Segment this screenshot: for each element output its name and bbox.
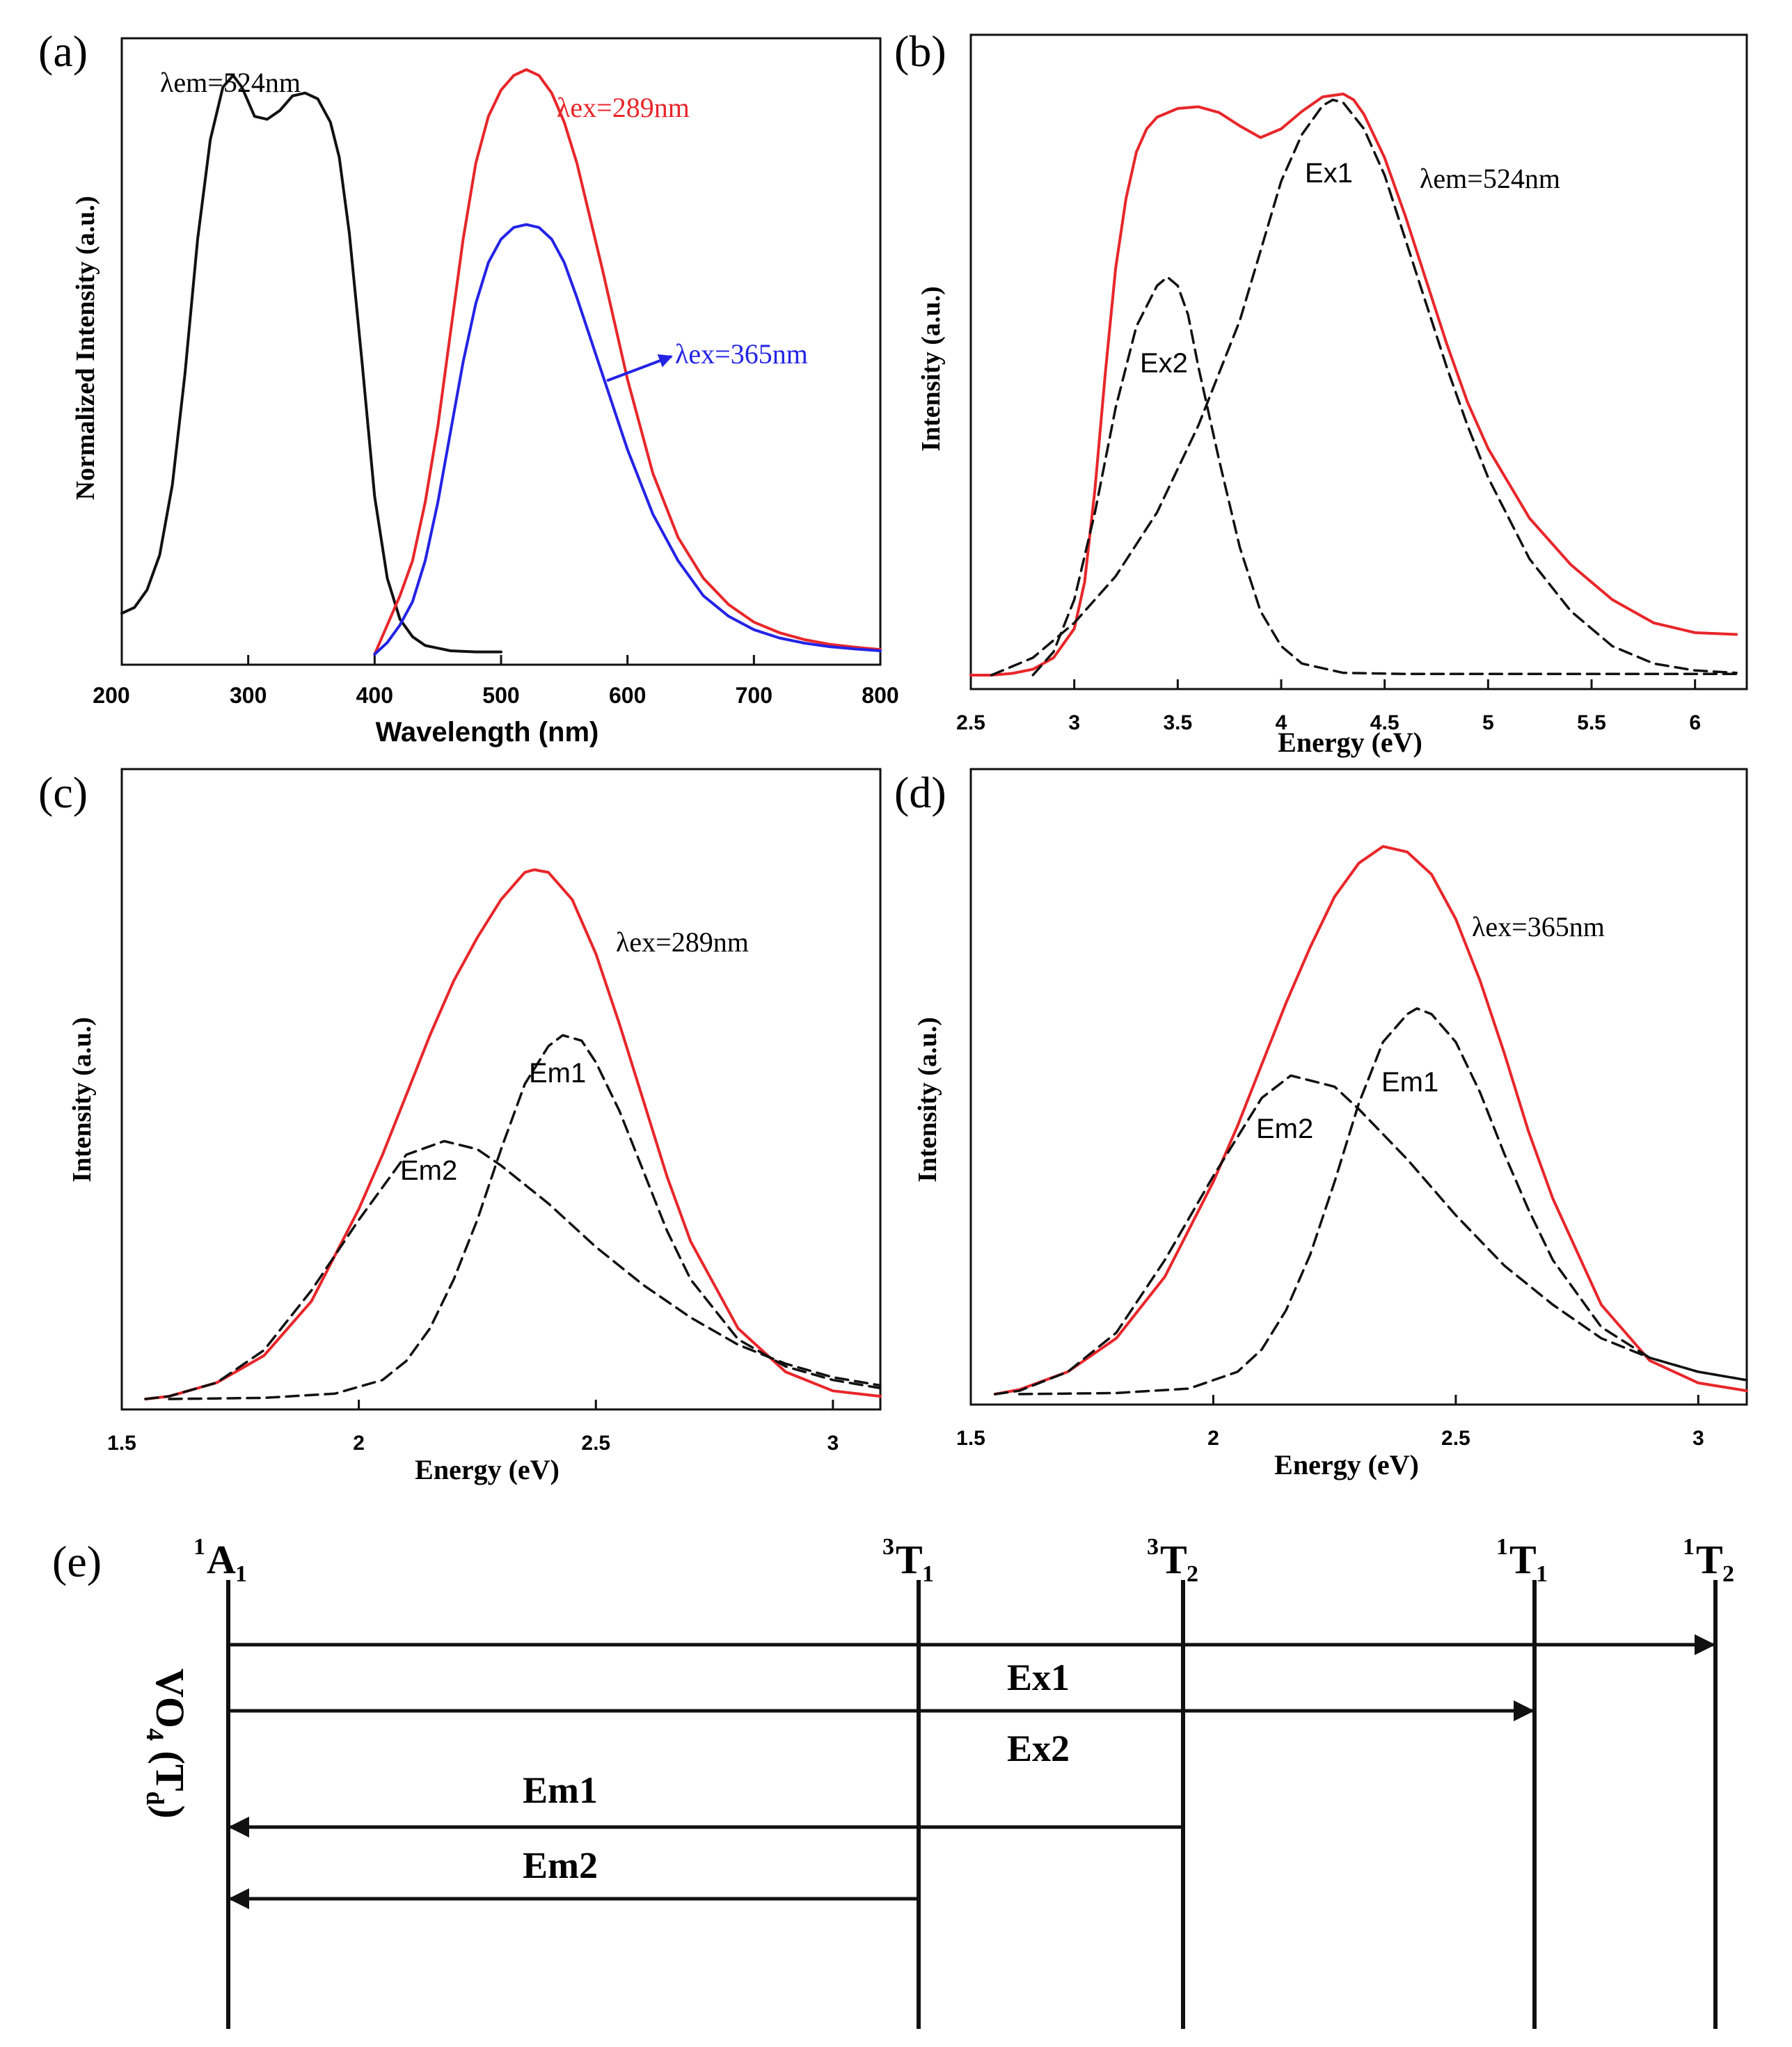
series-line-total [969, 93, 1738, 677]
c-label-ex: λex=289nm [616, 926, 749, 958]
c-xlabel: Energy (eV) [415, 1454, 560, 1485]
x-tick-label: 3 [1068, 711, 1080, 734]
d-label-em1: Em1 [1381, 1067, 1438, 1098]
series-line--ex-365nm [373, 223, 882, 656]
svg-text:3: 3 [882, 1534, 894, 1560]
a-ylabel: Normalized Intensity (a.u.) [71, 196, 100, 500]
transition-label-ex2: Ex2 [1007, 1728, 1070, 1769]
series-line-ex2 [1031, 276, 1738, 677]
x-tick-label: 5 [1482, 711, 1494, 734]
transition-label-ex1: Ex1 [1007, 1657, 1070, 1698]
x-tick-label: 1.5 [956, 1427, 985, 1450]
series-line-total [144, 868, 882, 1400]
svg-text:1: 1 [1536, 1561, 1548, 1587]
svg-text:T: T [1696, 1537, 1723, 1582]
svg-text:T: T [896, 1537, 923, 1582]
side-label-vo4-td: VO4 (Td) [141, 1668, 193, 1819]
level-label-1a1: 1 A 1 [193, 1534, 247, 1587]
x-tick-label: 3.5 [1163, 711, 1192, 734]
x-tick-label: 4 [1276, 711, 1287, 734]
x-tick-label: 3 [1692, 1427, 1704, 1450]
series-line--ex-289nm [373, 68, 882, 656]
series-line-em2 [994, 1074, 1748, 1396]
x-tick-label: 500 [482, 683, 519, 708]
d-label-ex: λex=365nm [1472, 911, 1605, 942]
series-line-em1 [168, 1034, 882, 1400]
level-label-3t2: 3 T 2 [1147, 1534, 1198, 1587]
series-line--em-524nm [120, 74, 502, 654]
a-xlabel: Wavelength (nm) [376, 717, 599, 748]
x-tick-label: 2.5 [581, 1432, 610, 1455]
x-tick-label: 400 [356, 683, 393, 708]
a-tick-200: 200 [93, 683, 129, 708]
x-tick-label: 600 [609, 683, 646, 708]
series-line-ex1 [990, 98, 1738, 677]
plot-frame [120, 768, 882, 1411]
transition-label-em1: Em1 [523, 1769, 598, 1811]
x-tick-label: 800 [862, 683, 898, 708]
transition-label-em2: Em2 [523, 1844, 598, 1886]
x-tick-label: 700 [736, 683, 772, 708]
plot-b: 2.5 3 3.5 4 4.5 5 5.5 6 [956, 33, 1748, 734]
x-tick-label: 2 [1207, 1427, 1219, 1450]
svg-text:1: 1 [1683, 1534, 1695, 1560]
x-tick-label: 2.5 [956, 711, 985, 734]
panel-d: (d) 1.5 2 2.5 3 Energy (eV) Intensity (a.u.… [894, 768, 1748, 1480]
panel-a: (a) 300 400 500 600 700 800 200 Wavelength (n… [38, 26, 899, 748]
svg-text:1: 1 [922, 1561, 934, 1587]
panel-c: (c) 1.5 2 2.5 3 Energy (eV) Intensity (a.u.… [38, 768, 882, 1485]
c-ylabel: Intensity (a.u.) [68, 1017, 97, 1183]
panel-e-energy-diagram: (e) 1 A 1 3 T 1 3 T 2 1 T 1 1 T 2 [52, 1534, 1734, 2029]
panel-label-e: (e) [52, 1537, 102, 1586]
level-label-3t1: 3 T 1 [882, 1534, 934, 1587]
plot-frame [969, 33, 1748, 690]
svg-text:T: T [1160, 1537, 1187, 1582]
x-tick-label: 3 [827, 1432, 839, 1455]
c-label-em2: Em2 [400, 1155, 457, 1186]
x-tick-label: 300 [230, 683, 267, 708]
svg-text:1: 1 [193, 1534, 205, 1560]
panel-label-b: (b) [894, 26, 946, 76]
svg-text:T: T [1509, 1537, 1537, 1582]
d-label-em2: Em2 [1256, 1114, 1313, 1144]
panel-label-d: (d) [894, 768, 946, 817]
b-label-em: λem=524nm [1420, 163, 1560, 194]
b-ylabel: Intensity (a.u.) [917, 286, 946, 452]
panel-label-a: (a) [38, 26, 88, 76]
x-tick-label: 5.5 [1577, 711, 1606, 734]
panel-b: (b) 2.5 3 3.5 4 4.5 5 5.5 6 Energy (eV) Intensi… [894, 26, 1748, 758]
x-tick-label: 2.5 [1441, 1427, 1470, 1450]
svg-text:2: 2 [1722, 1561, 1734, 1587]
b-xlabel: Energy (eV) [1278, 727, 1422, 758]
x-tick-label: 4.5 [1370, 711, 1399, 734]
svg-text:1: 1 [235, 1561, 247, 1587]
svg-text:3: 3 [1147, 1534, 1159, 1560]
panel-label-c: (c) [38, 768, 88, 817]
b-label-ex2: Ex2 [1140, 348, 1188, 379]
d-xlabel: Energy (eV) [1274, 1449, 1419, 1480]
a-label-em: λem=524nm [160, 67, 301, 98]
x-tick-label: 6 [1689, 711, 1701, 734]
d-ylabel: Intensity (a.u.) [913, 1017, 942, 1183]
series-line-total [993, 845, 1748, 1396]
c-label-em1: Em1 [529, 1058, 586, 1089]
x-tick-label: 1.5 [107, 1432, 136, 1455]
level-label-1t2: 1 T 2 [1683, 1534, 1734, 1587]
b-label-ex1: Ex1 [1305, 158, 1353, 189]
plot-d: 1.5 2 2.5 3 [956, 768, 1748, 1450]
a-arrow-ex365 [606, 354, 673, 382]
a-label-ex365: λex=365nm [675, 338, 808, 370]
svg-text:2: 2 [1187, 1561, 1198, 1587]
plot-c: 1.5 2 2.5 3 [107, 768, 882, 1455]
plot-frame [969, 768, 1748, 1406]
x-tick-label: 2 [353, 1432, 365, 1455]
series-line-em2 [144, 1139, 882, 1400]
series-line-em1 [1017, 1007, 1748, 1396]
plot-a: 300 400 500 600 700 800 [120, 37, 899, 708]
svg-text:A: A [207, 1537, 236, 1582]
a-label-ex289: λex=289nm [557, 92, 690, 123]
svg-text:1: 1 [1496, 1534, 1508, 1560]
level-label-1t1: 1 T 1 [1496, 1534, 1548, 1587]
